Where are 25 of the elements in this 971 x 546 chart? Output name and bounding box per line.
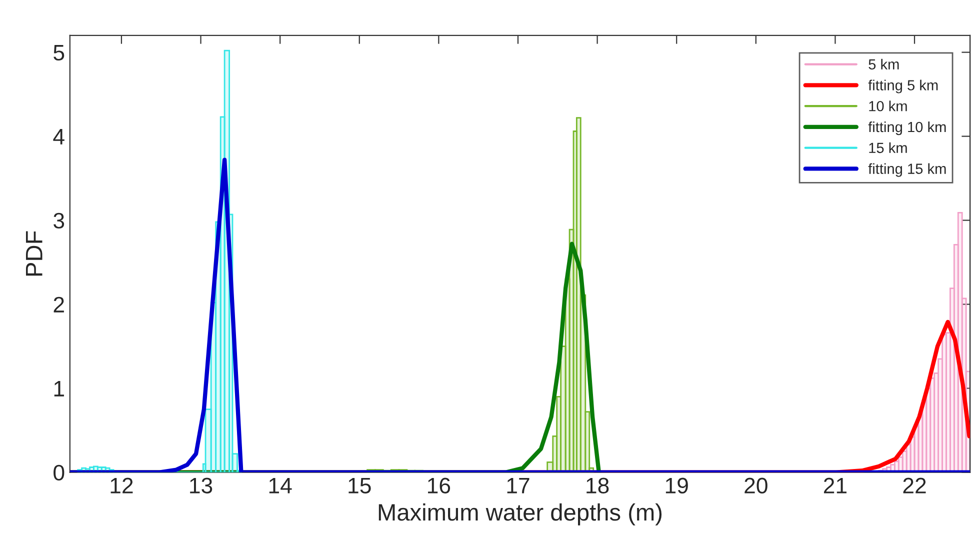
x-tick-label: 12 <box>110 478 133 494</box>
x-tick-label: 16 <box>428 478 450 494</box>
x-tick-label: 21 <box>824 478 846 494</box>
legend-label: 5 km <box>868 58 899 70</box>
legend-label: fitting 15 km <box>868 163 946 177</box>
y-tick-label: 0 <box>54 464 64 481</box>
y-tick-label: 4 <box>53 129 64 144</box>
x-tick-label: 14 <box>269 478 292 494</box>
legend-label: fitting 5 km <box>868 80 938 94</box>
x-tick-label: 18 <box>586 478 609 494</box>
x-tick-label: 22 <box>903 478 926 494</box>
legend-label: 10 km <box>869 100 907 112</box>
y-tick-label: 3 <box>54 212 64 229</box>
legend-label: 15 km <box>869 142 907 154</box>
y-tick-label: 5 <box>54 45 64 61</box>
y-tick-label: 1 <box>54 381 64 396</box>
x-axis-title: Maximum water depths (m) <box>378 503 662 526</box>
y-axis-title: PDF <box>26 231 42 276</box>
x-tick-label: 17 <box>507 478 530 494</box>
y-tick-label: 2 <box>54 296 64 312</box>
x-tick-label: 15 <box>348 478 371 494</box>
legend-label: fitting 10 km <box>868 121 946 136</box>
x-tick-label: 13 <box>190 478 212 494</box>
x-tick-label: 20 <box>744 478 768 494</box>
x-tick-label: 19 <box>666 478 688 494</box>
